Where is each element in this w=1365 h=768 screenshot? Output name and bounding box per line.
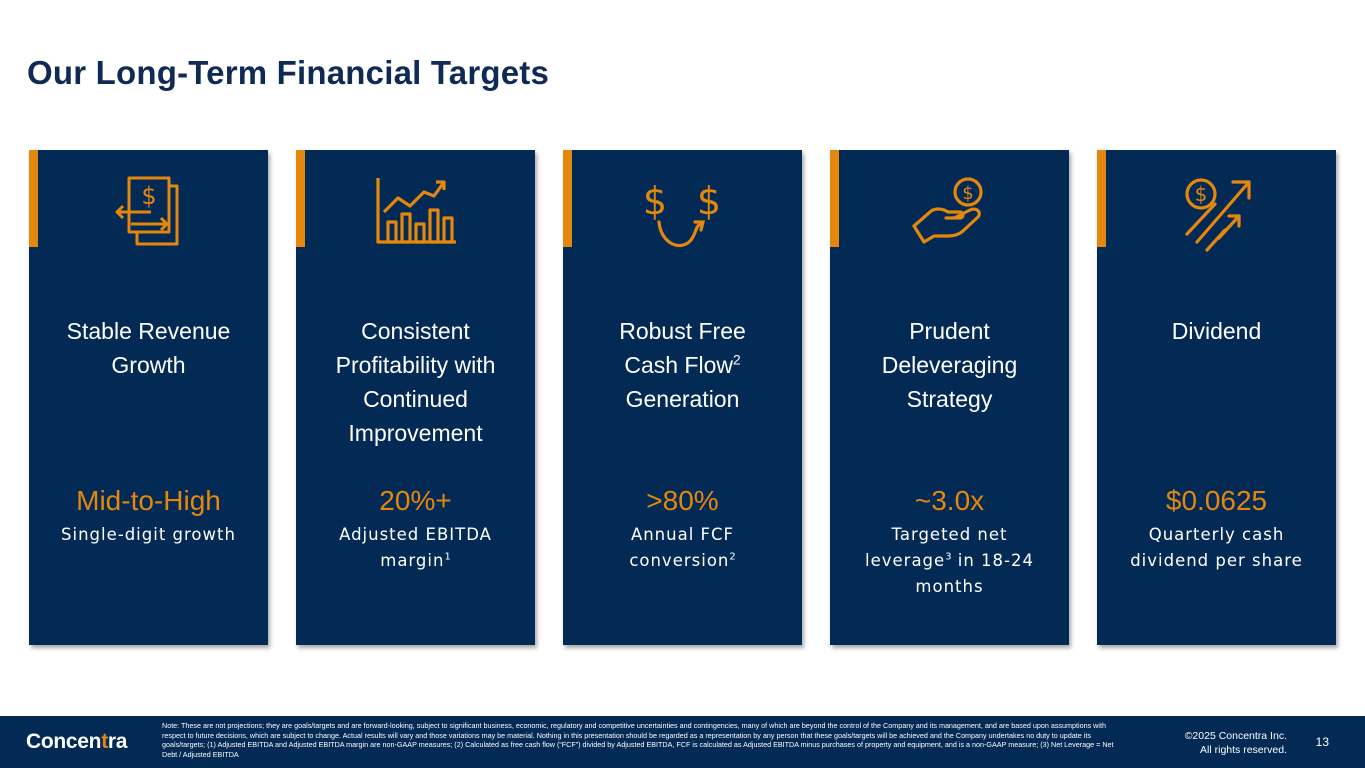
card-description: Single-digit growth [43, 522, 254, 548]
copyright: ©2025 Concentra Inc. All rights reserved… [1185, 729, 1287, 757]
footnote-marker: 3 [945, 551, 952, 563]
desc-line: Adjusted EBITDA [339, 525, 492, 544]
card-value: $0.0625 [1165, 485, 1268, 516]
desc-line: Targeted net [891, 525, 1008, 544]
card-accent-bar [830, 150, 839, 247]
page-number: 13 [1315, 735, 1329, 749]
desc-line: conversion [629, 551, 730, 570]
card-description: Quarterly cash dividend per share [1111, 522, 1322, 574]
desc-line: Quarterly cash [1148, 525, 1285, 544]
desc-line: Single-digit growth [61, 525, 236, 544]
target-card-dividend: $ Dividend $0.0625 Quarterly cash divide… [1097, 150, 1336, 645]
card-value: ~3.0x [914, 485, 985, 516]
concentra-logo: Concentra [26, 730, 127, 754]
logo-text: ra [107, 730, 128, 753]
logo-mark: t [101, 730, 108, 753]
heading-line: Stable Revenue [66, 318, 231, 344]
card-description: Adjusted EBITDA margin1 [310, 522, 521, 574]
card-accent-bar [563, 150, 572, 247]
copyright-line: ©2025 Concentra Inc. [1184, 730, 1287, 742]
coin-arrows-up-icon: $ [1184, 178, 1251, 252]
svg-text:$: $ [642, 179, 666, 223]
svg-text:$: $ [962, 183, 973, 204]
logo-text: Concen [26, 730, 102, 753]
hand-coin-icon: $ [911, 177, 983, 244]
dollar-flow-icon: $ $ [642, 179, 721, 247]
target-card-cash-flow: $ $ Robust Free Cash Flow2 Generation >8… [563, 150, 802, 645]
growth-chart-icon [375, 178, 456, 244]
heading-line: Profitability with [335, 352, 496, 378]
card-value: >80% [646, 485, 719, 516]
desc-line: Annual FCF [630, 525, 735, 544]
heading-line: Growth [111, 352, 186, 378]
card-description: Targeted net leverage3 in 18-24 months [844, 522, 1055, 600]
heading-line: Continued [363, 386, 468, 412]
heading-line: Prudent [909, 318, 990, 344]
heading-line: Generation [625, 386, 740, 412]
desc-line: dividend per share [1130, 551, 1303, 570]
heading-line: Dividend [1171, 318, 1262, 344]
disclaimer-note: Note: These are not projections; they ar… [162, 721, 1114, 760]
heading-line: Improvement [348, 420, 483, 446]
copyright-line: All rights reserved. [1200, 744, 1287, 756]
footnote-marker: 2 [729, 551, 736, 563]
target-card-deleveraging: $ Prudent Deleveraging Strategy ~3.0x Ta… [830, 150, 1069, 645]
card-heading: Consistent Profitability with Continued … [296, 314, 535, 450]
svg-text:$: $ [1194, 182, 1207, 206]
target-card-profitability: Consistent Profitability with Continued … [296, 150, 535, 645]
heading-line: Deleveraging [881, 352, 1018, 378]
card-description: Annual FCF conversion2 [577, 522, 788, 574]
card-accent-bar [1097, 150, 1106, 247]
desc-line: leverage [865, 551, 946, 570]
footnote-marker: 1 [444, 551, 451, 563]
dollar-document-exchange-icon: $ [115, 176, 178, 246]
card-value: 20%+ [379, 485, 452, 516]
target-card-revenue: $ Stable Revenue Growth Mid-to-High Sing… [29, 150, 268, 645]
card-accent-bar [29, 150, 38, 247]
card-value: Mid-to-High [76, 485, 221, 516]
desc-line: margin [380, 551, 445, 570]
svg-text:$: $ [696, 179, 720, 223]
heading-line: Strategy [906, 386, 993, 412]
footnote-marker: 2 [732, 352, 741, 368]
desc-line: in 18-24 [951, 551, 1034, 570]
page-title: Our Long-Term Financial Targets [27, 54, 550, 91]
card-heading: Stable Revenue Growth [29, 314, 268, 382]
card-heading: Prudent Deleveraging Strategy [830, 314, 1069, 416]
card-accent-bar [296, 150, 305, 247]
heading-line: Consistent [361, 318, 470, 344]
heading-line: Cash Flow [624, 352, 733, 378]
footer-bar: Concentra Note: These are not projection… [0, 716, 1365, 768]
svg-text:$: $ [141, 182, 156, 210]
heading-line: Robust Free [619, 318, 746, 344]
card-heading: Robust Free Cash Flow2 Generation [563, 314, 802, 416]
card-heading: Dividend [1097, 314, 1336, 348]
desc-line: months [915, 577, 984, 596]
